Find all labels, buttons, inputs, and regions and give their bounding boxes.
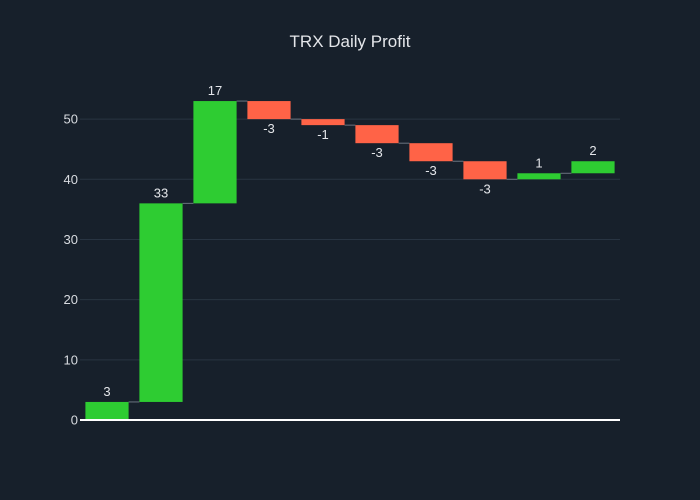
data-label: 3 xyxy=(103,384,110,399)
chart-title: TRX Daily Profit xyxy=(289,32,411,51)
decrease-bar xyxy=(463,161,507,180)
decrease-bar xyxy=(247,101,291,120)
y-tick-label: 0 xyxy=(71,413,78,428)
decrease-bar xyxy=(355,125,399,144)
data-label: -1 xyxy=(317,127,329,142)
data-label: -3 xyxy=(263,121,275,136)
y-tick-label: 40 xyxy=(64,172,78,187)
data-label: -3 xyxy=(425,163,437,178)
increase-bar xyxy=(139,203,183,402)
decrease-bar xyxy=(409,143,453,162)
data-label: 17 xyxy=(208,83,222,98)
increase-bar xyxy=(571,161,615,174)
data-label: 33 xyxy=(154,185,168,200)
y-tick-label: 10 xyxy=(64,352,78,367)
data-label: 1 xyxy=(535,155,542,170)
y-tick-label: 50 xyxy=(64,112,78,127)
increase-bar xyxy=(517,173,561,180)
increase-bar xyxy=(85,401,129,420)
data-label: 2 xyxy=(589,143,596,158)
data-label: -3 xyxy=(479,181,491,196)
y-tick-label: 20 xyxy=(64,292,78,307)
y-tick-label: 30 xyxy=(64,232,78,247)
increase-bar xyxy=(193,101,237,204)
decrease-bar xyxy=(301,119,345,126)
data-label: -3 xyxy=(371,145,383,160)
